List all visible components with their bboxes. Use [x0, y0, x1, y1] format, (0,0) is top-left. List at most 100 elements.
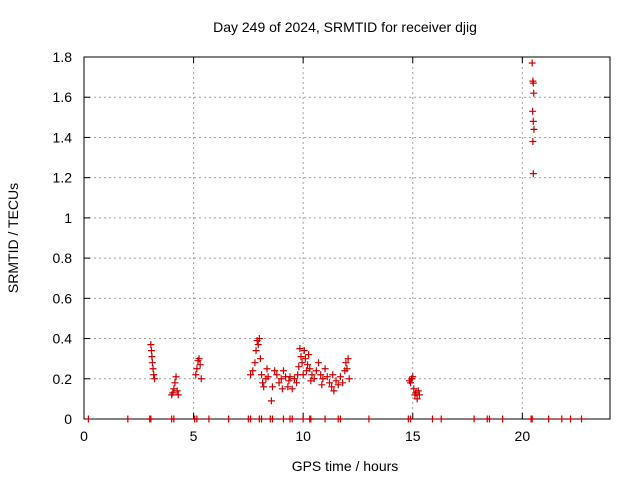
data-points [84, 59, 586, 423]
data-point [151, 375, 159, 383]
data-point [267, 397, 275, 405]
data-point [278, 385, 286, 393]
y-tick-label: 0.8 [53, 250, 73, 266]
data-point [169, 389, 177, 397]
x-tick-label: 20 [515, 428, 531, 444]
data-point [413, 395, 421, 403]
data-point [365, 415, 373, 423]
data-point [308, 371, 316, 379]
data-point [317, 371, 325, 379]
data-point [148, 359, 156, 367]
data-point [578, 415, 586, 423]
data-point [499, 415, 507, 423]
data-point [299, 371, 307, 379]
data-point [286, 373, 294, 381]
data-point [307, 415, 315, 423]
data-point [284, 383, 292, 391]
data-point [567, 415, 575, 423]
data-point [321, 415, 329, 423]
data-point [268, 415, 276, 423]
data-point [171, 379, 179, 387]
data-point [205, 415, 213, 423]
data-point [530, 89, 538, 97]
data-point [529, 107, 537, 115]
data-point [258, 371, 266, 379]
data-point [252, 347, 260, 355]
data-point [301, 355, 309, 363]
data-point [330, 387, 338, 395]
data-point [409, 373, 417, 381]
data-point [84, 415, 92, 423]
data-point [254, 341, 262, 349]
data-point [147, 341, 155, 349]
data-point [197, 375, 205, 383]
data-point [225, 415, 233, 423]
data-point [256, 355, 264, 363]
data-point [247, 371, 255, 379]
data-point [318, 381, 326, 389]
x-tick-label: 5 [190, 428, 198, 444]
data-point [124, 415, 132, 423]
data-point [172, 373, 180, 381]
data-point [290, 375, 298, 383]
data-point [285, 377, 293, 385]
data-point [415, 391, 423, 399]
data-point [529, 117, 537, 125]
data-point [329, 371, 337, 379]
data-point [342, 359, 350, 367]
data-point [336, 373, 344, 381]
data-point [321, 365, 329, 373]
data-point [344, 355, 352, 363]
data-point [148, 353, 156, 361]
data-point [299, 415, 307, 423]
data-point [310, 375, 318, 383]
data-point [298, 359, 306, 367]
data-point [196, 361, 204, 369]
data-point [437, 415, 445, 423]
data-point [410, 385, 418, 393]
tick-labels: 0 0.2 0.4 0.6 0.8 1 1.2 1.4 1.6 1.8 0 5 10 15 20 [53, 49, 531, 444]
data-point [414, 387, 422, 395]
data-point [149, 365, 157, 373]
data-point [296, 345, 304, 353]
data-point [192, 371, 200, 379]
data-point [271, 367, 279, 375]
data-point [293, 379, 301, 387]
x-tick-label: 15 [405, 428, 421, 444]
data-point [150, 371, 158, 379]
data-point [147, 415, 155, 423]
chart-title: Day 249 of 2024, SRMTID for receiver dji… [213, 19, 477, 35]
data-point [336, 415, 344, 423]
data-point [300, 347, 308, 355]
data-point [193, 365, 201, 373]
x-axis-label: GPS time / hours [292, 458, 399, 474]
data-point [339, 379, 347, 387]
data-point [345, 375, 353, 383]
data-point [275, 379, 283, 387]
data-point [529, 137, 537, 145]
y-tick-label: 0.6 [53, 290, 73, 306]
data-point [260, 383, 268, 391]
data-point [297, 353, 305, 361]
axes [83, 56, 611, 420]
data-point [258, 415, 266, 423]
data-point [170, 415, 178, 423]
data-point [247, 415, 255, 423]
y-tick-label: 0 [64, 411, 72, 427]
x-tick-label: 10 [295, 428, 311, 444]
data-point [268, 383, 276, 391]
data-point [279, 415, 287, 423]
data-point [323, 373, 331, 381]
y-tick-label: 1.4 [53, 129, 73, 145]
x-tick-label: 0 [80, 428, 88, 444]
data-point [273, 371, 281, 379]
data-point [173, 387, 181, 395]
plot-frame [83, 56, 611, 420]
data-point [529, 170, 537, 178]
y-axis-label: SRMTID / TECUs [5, 183, 21, 293]
y-tick-label: 0.4 [53, 331, 73, 347]
data-point [334, 381, 342, 389]
y-tick-label: 1.2 [53, 170, 73, 186]
